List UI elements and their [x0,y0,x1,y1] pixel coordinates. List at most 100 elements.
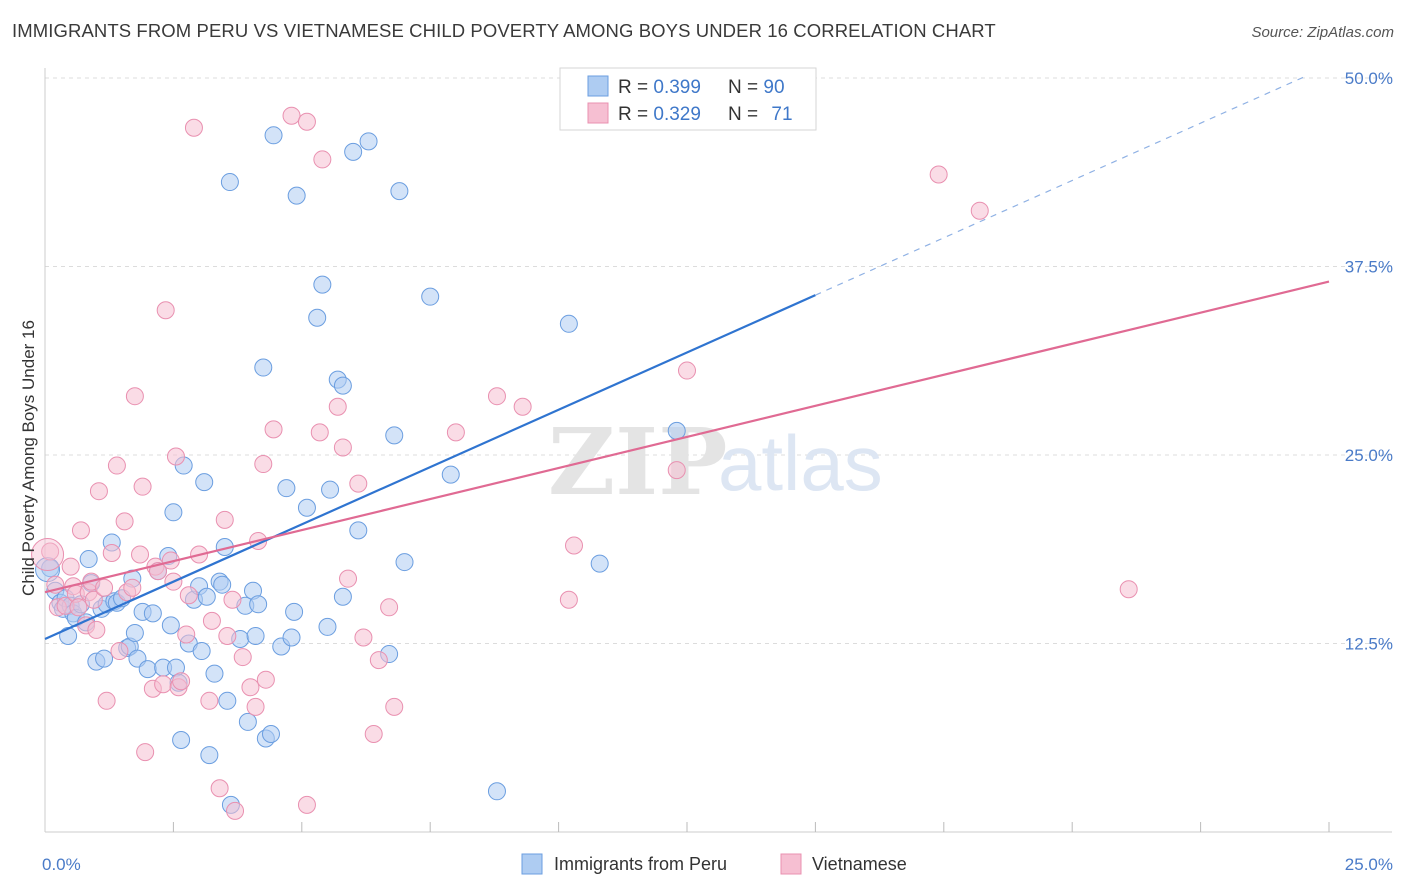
legend-n-value-vietnamese: 71 [771,104,792,125]
legend-r-label-peru: R = [618,77,653,98]
peru-point-11 [79,550,98,569]
y-axis-title: Child Poverty Among Boys Under 16 [19,320,38,596]
peru-point-69 [313,275,332,294]
watermark: ZIP atlas [548,408,883,516]
vietnamese-point-44 [215,510,234,529]
y-tick-label-1: 25.0% [1345,446,1393,465]
peru-point-79 [385,426,404,445]
trendline-peru [44,294,816,640]
peru-point-32 [161,616,180,635]
legend-label-vietnamese: Vietnamese [812,854,907,874]
svg-text:N = 71: N = 71 [728,104,793,125]
peru-point-75 [344,142,363,161]
gridlines [45,77,1392,644]
vietnamese-point-74 [678,361,696,380]
vietnamese-point-15 [95,578,114,597]
vietnamese-point-68 [446,423,465,442]
trendlines [44,74,1330,640]
vietnamese-point-25 [133,477,152,496]
vietnamese-point-4 [61,557,80,576]
svg-text:R = 0.399: R = 0.399 [618,77,701,98]
peru-point-63 [277,479,296,498]
watermark-atlas: atlas [718,419,883,507]
vietnamese-point-71 [559,590,578,609]
peru-point-74 [333,587,352,606]
peru-point-82 [421,287,440,306]
vietnamese-point-66 [380,598,399,617]
legend-swatch-vietnamese [780,853,802,875]
vietnamese-point-56 [297,112,316,131]
vietnamese-point-20 [115,512,134,531]
vietnamese-point-48 [233,648,252,667]
vietnamese-point-22 [123,578,142,597]
legend-top-swatch-vietnamese [587,102,609,124]
vietnamese-point-59 [328,397,347,416]
x-tick-label-0: 0.0% [42,855,81,874]
peru-point-68 [308,308,327,327]
legend-top: R = 0.399 N = 90 R = 0.329 N = 71 [559,67,817,131]
vietnamese-point-54 [264,420,283,439]
peru-point-60 [261,724,280,743]
chart-title: IMMIGRANTS FROM PERU VS VIETNAMESE CHILD… [12,20,996,41]
peru-point-77 [359,132,378,151]
peru-point-80 [390,182,409,201]
peru-point-28 [143,604,162,623]
legend-r-value-vietnamese: 0.329 [653,104,701,125]
svg-text:N = 90: N = 90 [728,77,785,98]
vietnamese-point-61 [339,569,358,588]
y-tick-label-0: 12.5% [1345,635,1393,654]
axes [44,68,1392,833]
vietnamese-point-34 [166,447,185,466]
x-tick-label-1: 25.0% [1345,855,1393,874]
vietnamese-point-43 [210,779,229,798]
vietnamese-point-63 [354,628,373,647]
vietnamese-point-53 [256,670,275,689]
vietnamese-point-73 [667,461,686,480]
vietnamese-point-23 [125,387,144,406]
peru-point-24 [125,623,144,642]
peru-point-81 [395,553,414,572]
legend-r-value-peru: 0.399 [653,77,701,98]
y-tick-label-3: 50.0% [1345,69,1393,88]
vietnamese-point-52 [254,455,273,474]
vietnamese-point-47 [226,801,245,820]
vietnamese-point-50 [246,697,265,716]
peru-point-36 [172,731,191,750]
vietnamese-point-37 [177,625,196,644]
peru-point-64 [282,628,301,647]
vietnamese-point-7 [69,598,88,617]
peru-point-5 [59,626,78,645]
peru-point-67 [297,498,316,517]
vietnamese-point-64 [364,724,383,743]
vietnamese-point-55 [282,106,301,125]
vietnamese-point-67 [385,697,404,716]
peru-point-54 [238,712,257,731]
vietnamese-point-77 [1119,580,1138,599]
peru-point-15 [95,649,114,668]
vietnamese-point-70 [513,397,532,416]
vietnamese-point-39 [184,118,203,137]
peru-point-71 [321,480,340,499]
vietnamese-point-65 [369,651,388,670]
peru-point-85 [559,314,578,333]
vietnamese-point-75 [929,165,948,184]
vietnamese-point-45 [218,626,237,645]
vietnamese-point-46 [223,590,242,609]
svg-text:R = 0.329: R = 0.329 [618,104,701,125]
peru-point-73 [333,376,352,395]
legend-label-peru: Immigrants from Peru [554,854,727,874]
peru-point-86 [590,554,609,573]
trendline-peru-extension [815,74,1309,296]
peru-point-45 [205,664,224,683]
vietnamese-point-36 [172,672,191,691]
legend-n-value-peru: 90 [763,77,784,98]
peru-point-56 [246,626,265,645]
peru-point-50 [220,173,239,192]
peru-point-65 [285,602,304,621]
peru-point-44 [200,746,219,765]
peru-point-61 [264,126,283,145]
vietnamese-point-78 [313,150,332,169]
trendline-vietnamese [44,280,1330,594]
vietnamese-point-72 [565,536,584,555]
